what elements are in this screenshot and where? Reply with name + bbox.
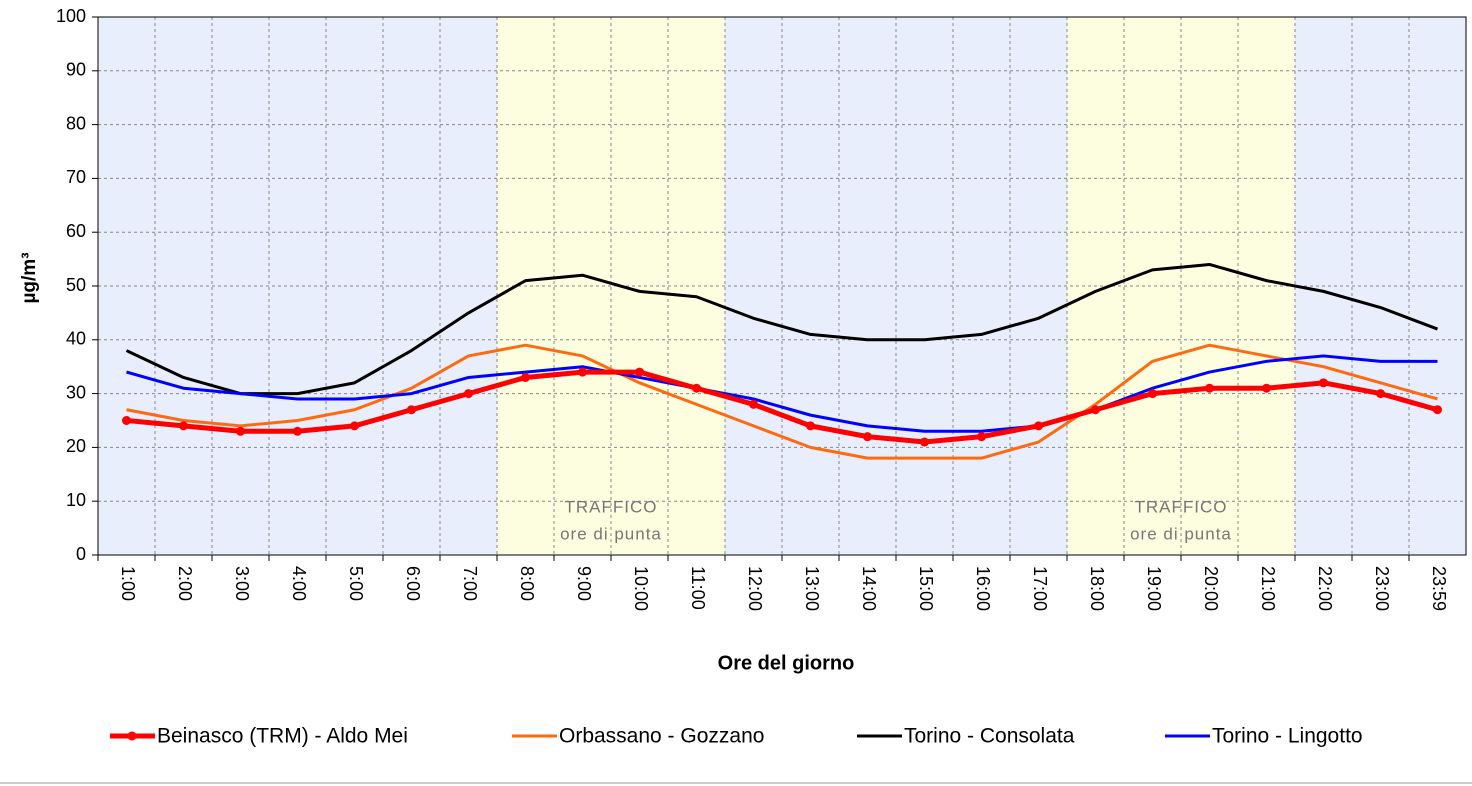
point bbox=[1319, 378, 1328, 388]
x-tick-label: 19:00 bbox=[1144, 566, 1164, 611]
x-tick-label: 14:00 bbox=[859, 566, 879, 611]
x-tick-label: 21:00 bbox=[1258, 566, 1278, 611]
annotation: TRAFFICO bbox=[565, 497, 658, 516]
legend-marker bbox=[127, 731, 137, 741]
point bbox=[863, 432, 872, 442]
x-tick-label: 8:00 bbox=[517, 566, 537, 601]
x-axis-title: Ore del giorno bbox=[718, 652, 855, 674]
point bbox=[1091, 405, 1100, 415]
point bbox=[407, 405, 416, 415]
point bbox=[464, 389, 473, 399]
y-tick-label: 10 bbox=[66, 490, 86, 510]
point bbox=[1205, 383, 1214, 393]
y-tick-label: 100 bbox=[56, 6, 86, 26]
y-tick-label: 90 bbox=[66, 60, 86, 80]
point bbox=[578, 367, 587, 377]
legend-label: Torino - Lingotto bbox=[1212, 725, 1363, 748]
annotation-sub: ore di punta bbox=[560, 524, 662, 543]
point bbox=[920, 437, 929, 447]
x-tick-label: 18:00 bbox=[1087, 566, 1107, 611]
legend-label: Beinasco (TRM) - Aldo Mei bbox=[157, 725, 408, 748]
x-tick-label: 20:00 bbox=[1201, 566, 1221, 611]
point bbox=[521, 372, 530, 382]
point bbox=[1148, 389, 1157, 399]
point bbox=[236, 426, 245, 436]
series-line bbox=[126, 354, 1438, 433]
y-tick-label: 60 bbox=[66, 221, 86, 241]
y-tick-label: 70 bbox=[66, 167, 86, 187]
point bbox=[806, 421, 815, 431]
series-line bbox=[126, 369, 1439, 445]
point bbox=[122, 416, 131, 425]
x-tick-label: 7:00 bbox=[460, 566, 480, 601]
point bbox=[1376, 389, 1385, 399]
point bbox=[293, 426, 302, 436]
x-tick-label: 6:00 bbox=[403, 566, 423, 601]
annotation: TRAFFICO bbox=[1135, 497, 1228, 516]
y-tick-label: 30 bbox=[66, 382, 86, 402]
point bbox=[1034, 421, 1043, 431]
x-tick-label: 4:00 bbox=[289, 566, 309, 601]
x-tick-label: 10:00 bbox=[631, 566, 651, 611]
point bbox=[179, 421, 188, 431]
legend-label: Torino - Consolata bbox=[904, 725, 1075, 748]
x-tick-label: 13:00 bbox=[802, 566, 822, 611]
point bbox=[692, 383, 701, 393]
x-tick-label: 2:00 bbox=[175, 566, 195, 601]
point bbox=[749, 399, 758, 409]
x-tick-label: 5:00 bbox=[346, 566, 366, 601]
x-tick-label: 23:00 bbox=[1372, 566, 1392, 611]
point bbox=[1433, 405, 1442, 415]
point bbox=[1262, 383, 1271, 393]
y-tick-label: 50 bbox=[66, 275, 86, 295]
x-tick-label: 3:00 bbox=[232, 566, 252, 601]
x-tick-label: 1:00 bbox=[118, 566, 138, 601]
x-tick-label: 16:00 bbox=[973, 566, 993, 611]
y-axis-title: µg/m³ bbox=[19, 252, 40, 303]
x-tick-label: 17:00 bbox=[1030, 566, 1050, 611]
x-tick-label: 9:00 bbox=[574, 566, 594, 601]
y-tick-label: 0 bbox=[76, 544, 86, 564]
point bbox=[350, 421, 359, 431]
y-tick-label: 20 bbox=[66, 436, 86, 456]
y-tick-label: 80 bbox=[66, 113, 86, 133]
legend-label: Orbassano - Gozzano bbox=[559, 725, 764, 748]
x-tick-label: 11:00 bbox=[688, 566, 708, 610]
point bbox=[635, 367, 644, 377]
y-tick-label: 40 bbox=[66, 329, 86, 349]
x-tick-label: 15:00 bbox=[916, 566, 936, 611]
point bbox=[977, 432, 986, 442]
series-line bbox=[126, 343, 1438, 460]
x-tick-label: 23:59 bbox=[1429, 566, 1449, 611]
annotation-sub: ore di punta bbox=[1130, 524, 1232, 543]
x-tick-label: 22:00 bbox=[1315, 566, 1335, 611]
series-line bbox=[125, 262, 1439, 396]
x-tick-label: 12:00 bbox=[745, 566, 765, 611]
